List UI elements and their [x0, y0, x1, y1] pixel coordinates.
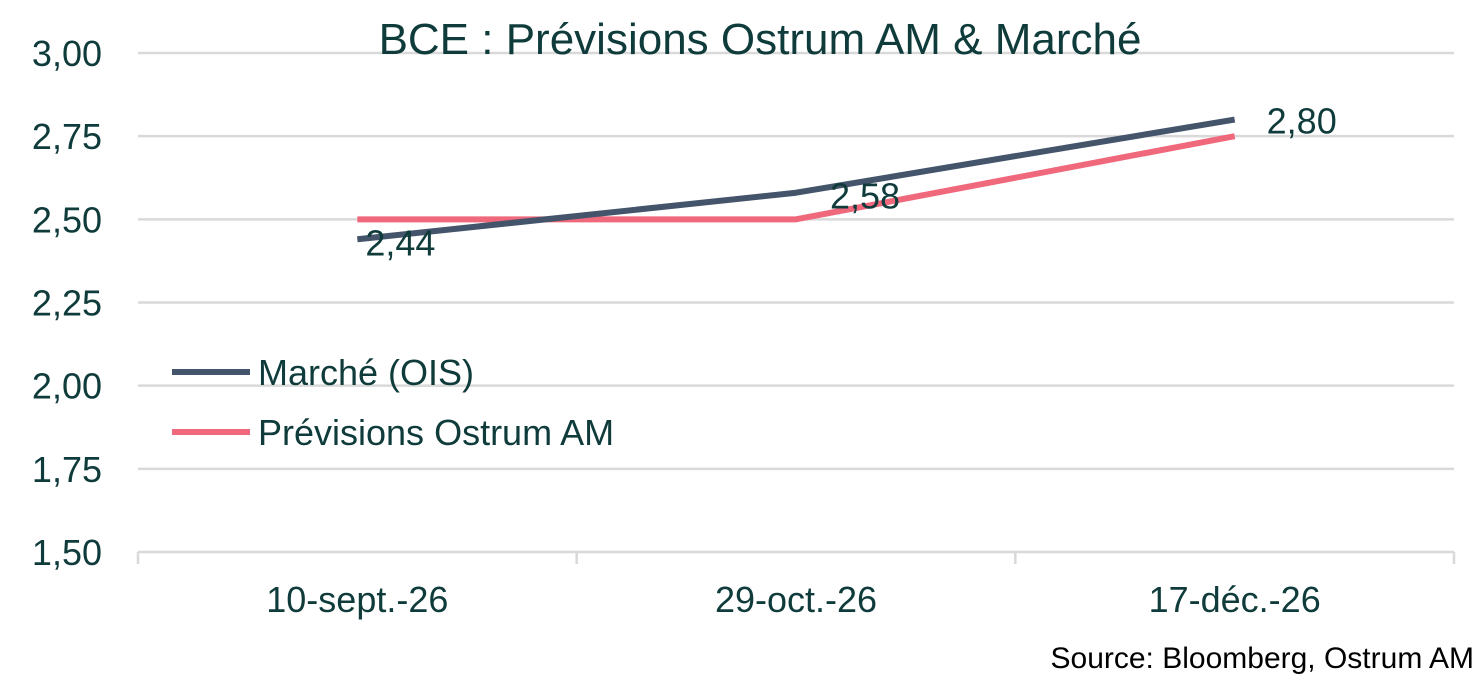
data-label: 2,58	[830, 176, 900, 217]
x-axis-ticks: 10-sept.-26 29-oct.-26 17-déc.-26	[266, 579, 1320, 620]
y-axis-ticks: 1,50 1,75 2,00 2,25 2,50 2,75 3,00	[32, 33, 102, 573]
y-tick-label: 2,75	[32, 116, 102, 157]
data-label: 2,80	[1267, 101, 1337, 142]
data-labels: 2,44 2,58 2,80	[365, 101, 1336, 264]
series-line-previsions-ostrum-am	[357, 133, 1236, 223]
chart-title: BCE : Prévisions Ostrum AM & Marché	[379, 15, 1142, 64]
series-lines	[357, 116, 1236, 243]
x-tick-label: 29-oct.-26	[715, 579, 877, 620]
source-note: Source: Bloomberg, Ostrum AM	[1051, 642, 1475, 675]
legend-label: Prévisions Ostrum AM	[258, 412, 614, 453]
y-tick-label: 1,50	[32, 532, 102, 573]
x-tick-label: 17-déc.-26	[1149, 579, 1321, 620]
legend: Marché (OIS) Prévisions Ostrum AM	[172, 352, 614, 453]
y-tick-label: 2,50	[32, 199, 102, 240]
x-axis	[136, 550, 1456, 564]
x-tick-label: 10-sept.-26	[266, 579, 448, 620]
y-tick-label: 2,00	[32, 366, 102, 407]
data-label: 2,44	[365, 222, 435, 263]
y-tick-label: 1,75	[32, 449, 102, 490]
series-line-marche-ois	[357, 116, 1236, 243]
legend-label: Marché (OIS)	[258, 352, 474, 393]
legend-item-previsions-ostrum-am: Prévisions Ostrum AM	[172, 412, 614, 453]
y-tick-label: 2,25	[32, 283, 102, 324]
legend-item-marche-ois: Marché (OIS)	[172, 352, 474, 393]
y-tick-label: 3,00	[32, 33, 102, 74]
grid-lines	[138, 51, 1454, 471]
